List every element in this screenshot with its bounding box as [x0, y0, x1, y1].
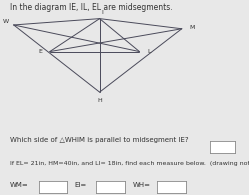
Text: In the diagram IE, IL, EL are midsegments.: In the diagram IE, IL, EL are midsegment…: [10, 3, 173, 12]
Text: WH=: WH=: [133, 182, 151, 188]
Text: H: H: [97, 98, 102, 104]
Text: Which side of △WHIM is parallel to midsegment IE?: Which side of △WHIM is parallel to midse…: [10, 137, 188, 144]
Text: E: E: [38, 49, 42, 54]
Text: WM=: WM=: [10, 182, 29, 188]
Text: EI=: EI=: [75, 182, 87, 188]
Text: W: W: [2, 19, 9, 24]
Text: M: M: [189, 25, 195, 30]
Text: I: I: [101, 10, 103, 15]
Text: If EL= 21in, HM=40in, and LI= 18in, find each measure below.  (drawing not to sc: If EL= 21in, HM=40in, and LI= 18in, find…: [10, 161, 249, 166]
Text: L: L: [147, 49, 150, 54]
